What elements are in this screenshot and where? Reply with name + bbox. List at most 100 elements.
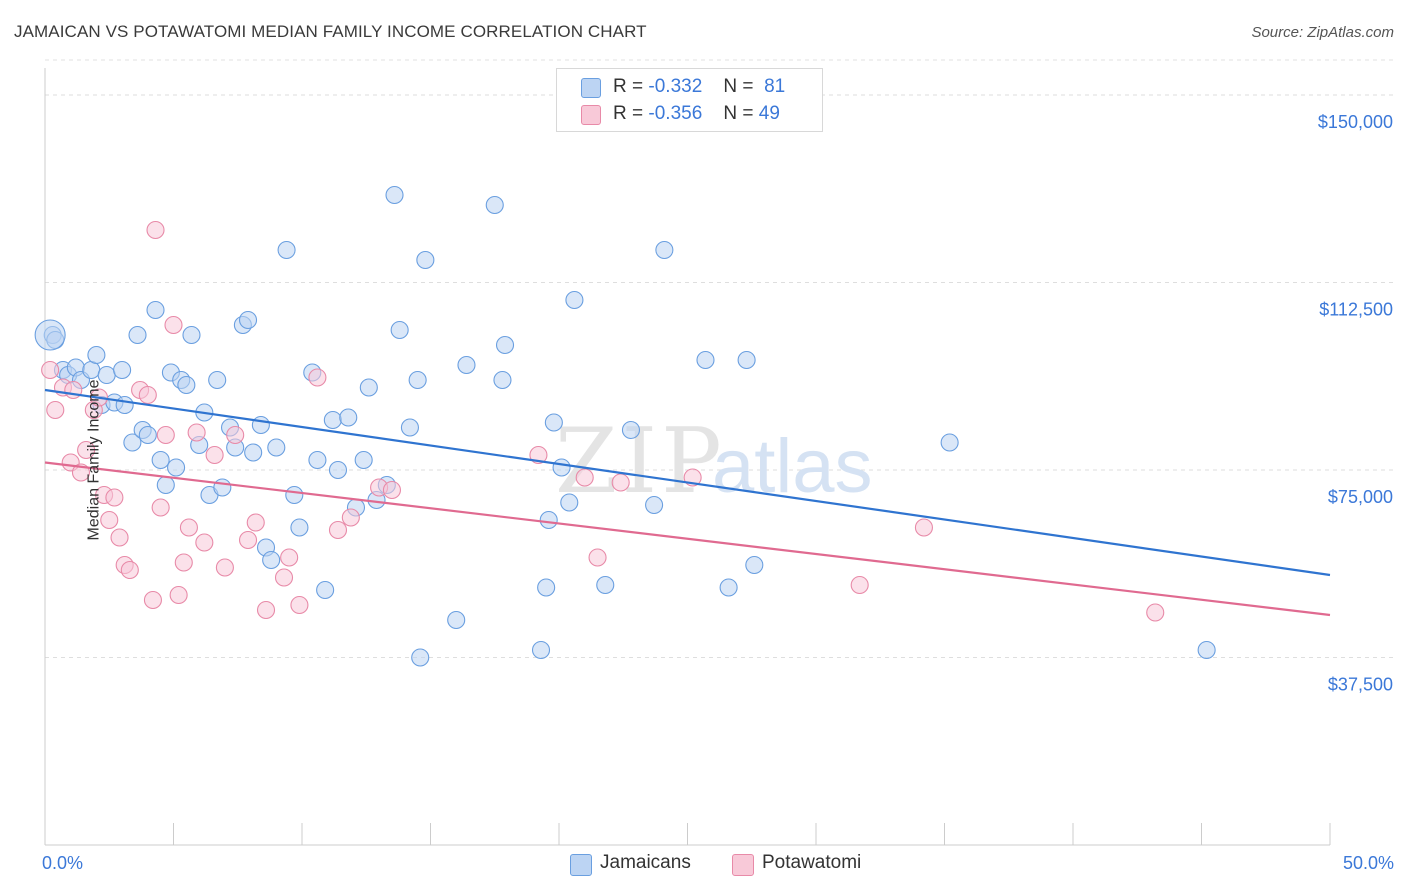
jamaican-point <box>621 420 641 440</box>
jamaican-point <box>539 510 558 530</box>
jamaican-point <box>213 478 232 497</box>
legend-r-label: R = <box>613 103 644 124</box>
potawatomi-point <box>529 445 548 465</box>
jamaican-point <box>719 578 738 597</box>
potawatomi-trend-line <box>44 461 1331 617</box>
tick-labels: $37,500 $75,000 $112,500 $150,000 0.0% 50.0% <box>42 112 1394 873</box>
watermark-zip: ZIP <box>555 409 726 514</box>
jamaican-point <box>493 370 512 390</box>
jamaican-point <box>182 325 201 345</box>
jamaican-point <box>408 370 427 390</box>
trend-lines <box>44 388 1331 617</box>
correlation-legend: R = -0.332 N = 81 R = -0.356 N = 49 <box>556 68 823 132</box>
jamaican-point <box>167 458 186 477</box>
jamaican-point <box>285 485 304 505</box>
legend-swatch-potawatomi <box>581 105 601 125</box>
potawatomi-point <box>280 548 299 567</box>
legend-swatch-jamaicans <box>581 78 601 98</box>
potawatomi-point <box>187 423 206 442</box>
jamaican-point <box>177 375 196 395</box>
potawatomi-point <box>215 558 234 577</box>
data-points <box>34 185 1216 667</box>
potawatomi-point <box>164 315 183 335</box>
potawatomi-point <box>328 520 348 540</box>
legend-n-value: 81 <box>764 76 786 97</box>
jamaican-point <box>267 438 286 457</box>
potawatomi-point <box>105 488 124 507</box>
y-tick-label: $75,000 <box>1328 487 1393 507</box>
chart-title: JAMAICAN VS POTAWATOMI MEDIAN FAMILY INC… <box>14 22 647 41</box>
legend-r-value: -0.332 <box>648 76 703 97</box>
jamaican-point <box>531 640 551 660</box>
jamaican-point <box>1197 640 1216 660</box>
y-axis-label: Median Family Income <box>85 379 103 541</box>
jamaican-point <box>277 240 296 260</box>
series-swatch-potawatomi <box>732 854 754 876</box>
jamaican-point <box>560 493 579 512</box>
potawatomi-point <box>850 575 869 595</box>
potawatomi-point <box>226 425 245 445</box>
source-label: Source: ZipAtlas.com <box>1251 24 1394 41</box>
potawatomi-point <box>238 530 258 550</box>
legend-n-label: N = <box>723 103 754 124</box>
potawatomi-point <box>146 220 165 240</box>
jamaican-point <box>400 418 419 437</box>
jamaican-point <box>495 335 515 355</box>
jamaican-point <box>262 550 281 570</box>
jamaican-point <box>113 360 132 380</box>
jamaican-point <box>208 370 227 390</box>
y-tick-label: $150,000 <box>1318 112 1393 132</box>
potawatomi-point <box>914 518 933 537</box>
jamaican-trend-line <box>44 388 1331 577</box>
jamaican-point <box>645 495 664 515</box>
jamaican-point <box>390 320 409 340</box>
potawatomi-point <box>174 553 193 572</box>
y-tick-label: $37,500 <box>1328 675 1393 695</box>
potawatomi-point <box>179 518 198 537</box>
potawatomi-point <box>151 498 170 517</box>
potawatomi-point <box>382 480 402 500</box>
jamaican-point <box>447 610 466 630</box>
jamaican-point <box>354 450 373 470</box>
jamaican-point <box>745 555 764 575</box>
jamaican-point <box>151 450 170 470</box>
jamaican-point <box>128 325 147 345</box>
axes <box>44 68 1331 846</box>
potawatomi-point <box>341 508 360 527</box>
series-swatch-jamaicans <box>570 854 592 876</box>
watermark-atlas: atlas <box>712 424 873 509</box>
potawatomi-point <box>100 510 119 530</box>
potawatomi-point <box>588 548 607 567</box>
series-label-jamaicans: Jamaicans <box>600 852 691 873</box>
jamaican-point <box>544 413 563 432</box>
potawatomi-point <box>611 473 630 492</box>
jamaican-point <box>696 350 715 370</box>
potawatomi-point <box>169 585 188 605</box>
y-tick-label: $112,500 <box>1319 300 1393 320</box>
potawatomi-point <box>256 600 276 620</box>
potawatomi-point <box>46 400 65 420</box>
grid-lines <box>45 59 1395 658</box>
potawatomi-point <box>138 385 157 405</box>
potawatomi-point <box>274 568 294 587</box>
potawatomi-point <box>41 360 60 380</box>
jamaican-point <box>87 345 106 365</box>
jamaican-point <box>565 290 584 310</box>
legend-r-value: -0.356 <box>648 103 703 124</box>
potawatomi-point <box>575 468 594 487</box>
jamaican-point <box>552 458 571 477</box>
jamaican-point <box>316 580 335 600</box>
jamaican-point <box>34 319 66 351</box>
potawatomi-point <box>1146 603 1165 622</box>
legend-r-label: R = <box>613 76 644 97</box>
jamaican-point <box>596 575 615 595</box>
jamaican-point <box>457 355 476 375</box>
potawatomi-point <box>205 445 224 465</box>
jamaican-point <box>308 450 327 470</box>
potawatomi-point <box>143 590 162 610</box>
jamaican-point <box>115 395 134 415</box>
jamaican-point <box>328 460 348 480</box>
potawatomi-point <box>290 595 309 615</box>
